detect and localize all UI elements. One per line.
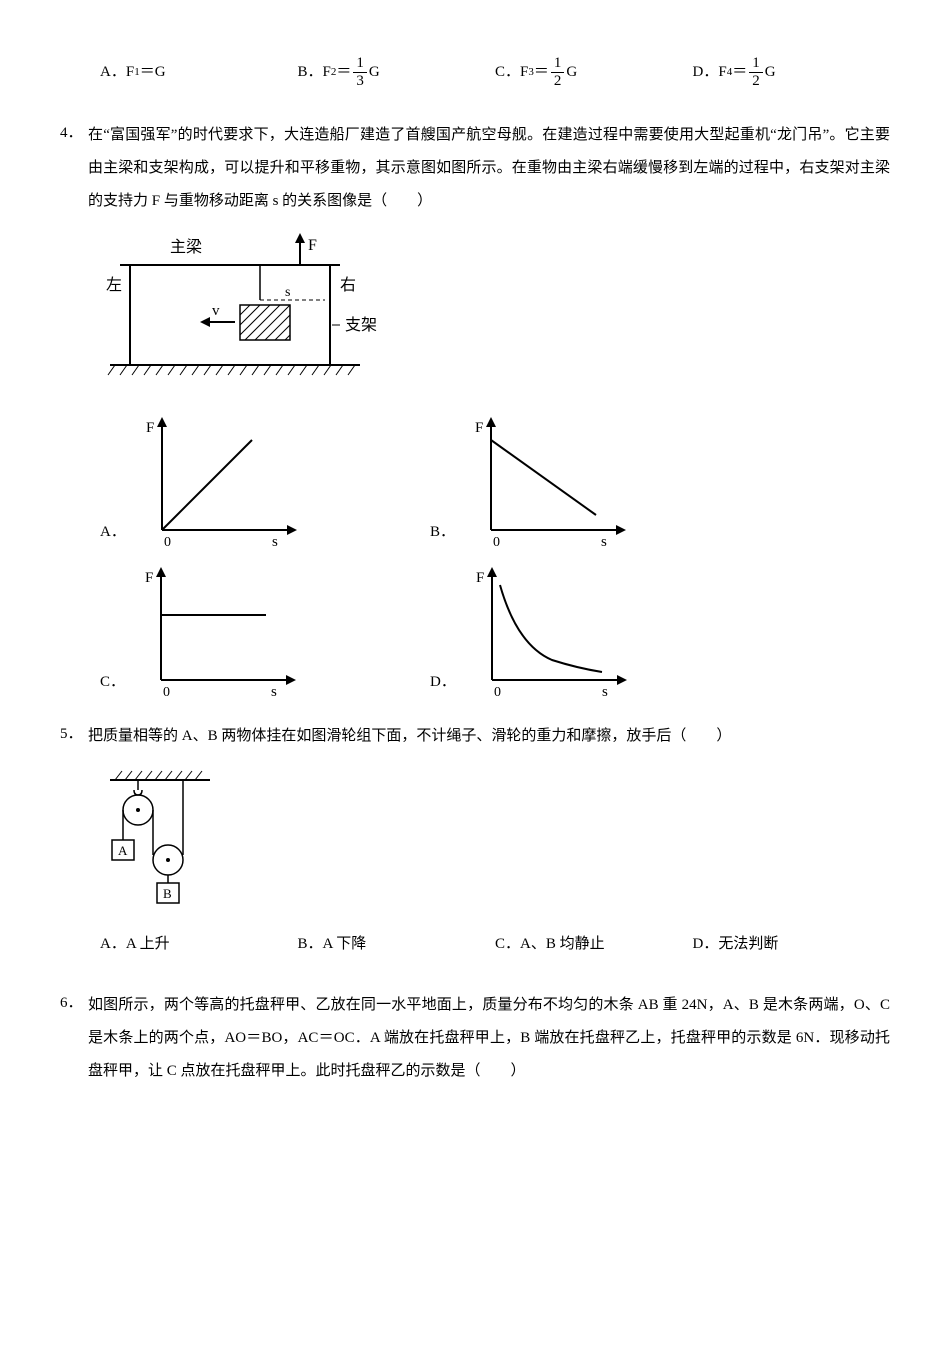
svg-text:0: 0 <box>494 685 501 700</box>
opt-a-eq: ＝G <box>140 58 166 87</box>
label-support: 支架 <box>345 316 377 334</box>
question-4: 4． 在“富国强军”的时代要求下，大连造船厂建造了首艘国产航空母舰。在建造过程中… <box>60 119 890 700</box>
label-F: F <box>308 237 317 254</box>
crane-diagram: 主梁 F 左 右 v s 支架 <box>100 230 390 390</box>
opt-c-pre: C．F <box>495 58 528 87</box>
q4-text: 在“富国强军”的时代要求下，大连造船厂建造了首艘国产航空母舰。在建造过程中需要使… <box>88 119 890 218</box>
opt-b-frac: 13 <box>353 55 367 89</box>
question-6: 6． 如图所示，两个等高的托盘秤甲、乙放在同一水平地面上，质量分布不均匀的木条 … <box>60 989 890 1088</box>
opt-d: D．F4＝12G <box>693 55 891 89</box>
graph-d-label: D． <box>430 668 456 701</box>
svg-text:F: F <box>146 420 154 436</box>
svg-text:s: s <box>271 684 277 700</box>
q5-opt-a: A．A 上升 <box>100 930 298 959</box>
opt-a: A．F1＝G <box>100 58 298 87</box>
svg-text:s: s <box>272 534 278 550</box>
opt-c-frac: 12 <box>551 55 565 89</box>
pulley-diagram: A B <box>100 765 230 915</box>
q4-num: 4． <box>60 119 88 218</box>
opt-b-pre: B．F <box>298 58 331 87</box>
opt-d-pre: D．F <box>693 58 727 87</box>
q6-num: 6． <box>60 989 88 1088</box>
opt-c: C．F3＝12G <box>495 55 693 89</box>
q5-opt-b: B．A 下降 <box>298 930 496 959</box>
opt-c-post: G <box>566 58 577 87</box>
graph-c-label: C． <box>100 668 125 701</box>
svg-text:0: 0 <box>163 685 170 700</box>
graph-b-cell: B． F 0 s <box>430 410 760 550</box>
svg-text:s: s <box>602 684 608 700</box>
graph-d: F 0 s <box>462 560 632 700</box>
prev-question-options: A．F1＝G B．F2＝13G C．F3＝12G D．F4＝12G <box>100 55 890 89</box>
question-5: 5． 把质量相等的 A、B 两物体挂在如图滑轮组下面，不计绳子、滑轮的重力和摩擦… <box>60 720 890 959</box>
graph-a-label: A． <box>100 518 126 551</box>
svg-text:F: F <box>145 570 153 586</box>
opt-a-pre: A．F <box>100 58 134 87</box>
opt-d-post: G <box>765 58 776 87</box>
label-v: v <box>212 303 220 319</box>
q5-text: 把质量相等的 A、B 两物体挂在如图滑轮组下面，不计绳子、滑轮的重力和摩擦，放手… <box>88 720 890 753</box>
q5-options: A．A 上升 B．A 下降 C．A、B 均静止 D．无法判断 <box>100 930 890 959</box>
q5-num: 5． <box>60 720 88 753</box>
label-right: 右 <box>340 276 356 294</box>
graph-c-cell: C． F 0 s <box>100 560 430 700</box>
q6-text: 如图所示，两个等高的托盘秤甲、乙放在同一水平地面上，质量分布不均匀的木条 AB … <box>88 989 890 1088</box>
label-left: 左 <box>106 276 122 294</box>
graph-d-cell: D． F 0 s <box>430 560 760 700</box>
q5-opt-d: D．无法判断 <box>693 930 891 959</box>
opt-b-eq: ＝ <box>336 58 351 87</box>
svg-text:F: F <box>476 570 484 586</box>
opt-d-frac: 12 <box>749 55 763 89</box>
graph-a: F 0 s <box>132 410 302 550</box>
svg-text:F: F <box>475 420 483 436</box>
opt-b: B．F2＝13G <box>298 55 496 89</box>
svg-text:0: 0 <box>493 535 500 550</box>
label-beam: 主梁 <box>170 238 202 256</box>
label-s: s <box>285 285 290 300</box>
graph-b: F 0 s <box>461 410 631 550</box>
graph-a-cell: A． F 0 s <box>100 410 430 550</box>
graph-b-label: B． <box>430 518 455 551</box>
q5-opt-c: C．A、B 均静止 <box>495 930 693 959</box>
box-b-label: B <box>163 886 172 901</box>
svg-text:0: 0 <box>164 535 171 550</box>
svg-text:s: s <box>601 534 607 550</box>
opt-c-eq: ＝ <box>534 58 549 87</box>
box-a-label: A <box>118 843 128 858</box>
opt-b-post: G <box>369 58 380 87</box>
graph-c: F 0 s <box>131 560 301 700</box>
opt-d-eq: ＝ <box>732 58 747 87</box>
